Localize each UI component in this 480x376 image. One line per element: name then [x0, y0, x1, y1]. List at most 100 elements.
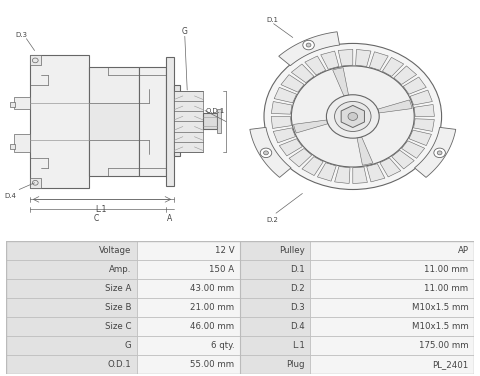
Bar — [310, 260, 474, 279]
Polygon shape — [250, 127, 291, 177]
Text: D.1: D.1 — [290, 265, 305, 274]
Text: Size B: Size B — [105, 303, 132, 312]
Polygon shape — [273, 128, 295, 143]
Text: 12 V: 12 V — [215, 246, 234, 255]
Polygon shape — [335, 167, 350, 183]
Bar — [6, 279, 137, 298]
Polygon shape — [392, 150, 414, 169]
Bar — [137, 279, 240, 298]
Polygon shape — [281, 74, 304, 92]
Bar — [10, 144, 15, 149]
Circle shape — [291, 66, 414, 167]
Bar — [310, 298, 474, 317]
Text: PL_2401: PL_2401 — [432, 360, 468, 369]
Bar — [30, 55, 89, 188]
Circle shape — [260, 148, 272, 158]
Polygon shape — [274, 87, 297, 103]
Polygon shape — [291, 64, 314, 83]
Bar — [6, 336, 137, 355]
Bar — [6, 355, 137, 374]
Bar — [137, 298, 240, 317]
Text: D.4: D.4 — [290, 322, 305, 331]
Text: L.1: L.1 — [95, 205, 107, 214]
Bar — [137, 260, 240, 279]
Bar — [166, 57, 174, 185]
Bar — [14, 97, 30, 109]
Polygon shape — [294, 120, 328, 133]
Bar — [240, 260, 310, 279]
Bar — [89, 67, 139, 176]
Polygon shape — [271, 117, 291, 129]
Polygon shape — [302, 156, 323, 176]
Circle shape — [348, 112, 358, 120]
Bar — [240, 279, 310, 298]
Polygon shape — [394, 66, 417, 85]
Polygon shape — [321, 51, 339, 69]
Text: O.D.1: O.D.1 — [205, 108, 225, 114]
Polygon shape — [271, 102, 292, 114]
Polygon shape — [402, 141, 425, 158]
Bar — [240, 336, 310, 355]
Text: Amp.: Amp. — [109, 265, 132, 274]
Circle shape — [434, 148, 445, 158]
Bar — [310, 336, 474, 355]
Polygon shape — [378, 100, 412, 113]
Text: G: G — [182, 27, 188, 36]
Bar — [310, 317, 474, 336]
Bar — [10, 102, 15, 107]
Bar — [30, 178, 41, 188]
Text: 11.00 mm: 11.00 mm — [424, 284, 468, 293]
Bar — [30, 55, 41, 65]
Bar — [6, 241, 137, 260]
Polygon shape — [356, 49, 371, 67]
Text: D.3: D.3 — [290, 303, 305, 312]
Bar — [240, 241, 310, 260]
Text: G: G — [125, 341, 132, 350]
Text: 43.00 mm: 43.00 mm — [190, 284, 234, 293]
Bar — [6, 317, 137, 336]
Bar — [137, 355, 240, 374]
Text: Size A: Size A — [105, 284, 132, 293]
Bar — [89, 103, 139, 140]
Polygon shape — [353, 167, 367, 183]
Bar — [240, 355, 310, 374]
Bar — [310, 241, 474, 260]
Text: 6 qty.: 6 qty. — [211, 341, 234, 350]
Polygon shape — [338, 49, 353, 66]
Bar — [174, 91, 203, 152]
Polygon shape — [414, 119, 434, 131]
Polygon shape — [357, 137, 373, 165]
Bar — [137, 336, 240, 355]
Polygon shape — [341, 105, 364, 127]
Text: 21.00 mm: 21.00 mm — [190, 303, 234, 312]
Text: 55.00 mm: 55.00 mm — [190, 360, 234, 369]
Polygon shape — [305, 56, 326, 75]
Bar — [310, 279, 474, 298]
Circle shape — [437, 151, 442, 155]
Text: Size C: Size C — [105, 322, 132, 331]
Polygon shape — [279, 32, 339, 66]
Bar — [6, 298, 137, 317]
Bar — [174, 85, 180, 156]
Polygon shape — [289, 149, 312, 167]
Polygon shape — [383, 58, 404, 76]
Text: Plug: Plug — [286, 360, 305, 369]
Polygon shape — [367, 164, 385, 182]
Text: M10x1.5 mm: M10x1.5 mm — [412, 322, 468, 331]
Bar — [240, 298, 310, 317]
Polygon shape — [415, 127, 456, 177]
Polygon shape — [380, 158, 401, 177]
Text: L.1: L.1 — [292, 341, 305, 350]
Polygon shape — [409, 130, 432, 146]
Text: 175.00 mm: 175.00 mm — [419, 341, 468, 350]
Circle shape — [326, 95, 379, 138]
Polygon shape — [317, 163, 336, 181]
Text: 11.00 mm: 11.00 mm — [424, 265, 468, 274]
Text: AP: AP — [457, 246, 468, 255]
Text: M10x1.5 mm: M10x1.5 mm — [412, 303, 468, 312]
Circle shape — [264, 44, 442, 190]
Bar — [310, 355, 474, 374]
Bar — [217, 109, 221, 133]
Bar — [139, 67, 166, 176]
Bar — [240, 317, 310, 336]
